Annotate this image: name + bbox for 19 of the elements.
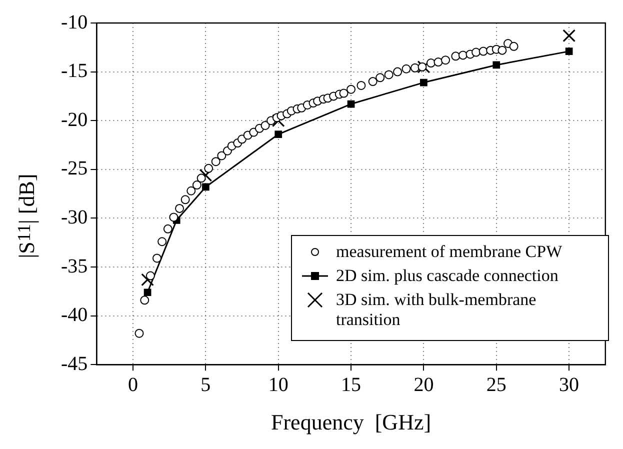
- legend-label: 2D sim. plus cascade connection: [336, 266, 558, 286]
- legend-label: measurement of membrane CPW: [336, 242, 562, 262]
- x-axis-title: Frequency [GHz]: [271, 410, 432, 435]
- y-tick-label: -30: [60, 206, 88, 228]
- y-tick-label: -35: [60, 255, 88, 278]
- x-tick-label: 25: [486, 374, 506, 396]
- y-tick-label: -10: [60, 11, 88, 34]
- y-tick-label: -40: [60, 304, 88, 326]
- y-tick-label: -45: [60, 352, 88, 375]
- legend-label: 3D sim. with bulk-membrane transition: [336, 290, 538, 330]
- y-tick-label: -15: [60, 60, 88, 82]
- x-tick-label: 15: [341, 374, 362, 396]
- x-tick-label: 5: [200, 374, 211, 396]
- y-tick-label: -20: [60, 108, 88, 131]
- x-tick-label: 30: [559, 374, 580, 396]
- x-tick-label: 0: [128, 374, 138, 396]
- x-tick-label: 20: [414, 374, 434, 396]
- y-tick-label: -25: [60, 158, 88, 180]
- x-tick-label: 10: [268, 374, 288, 396]
